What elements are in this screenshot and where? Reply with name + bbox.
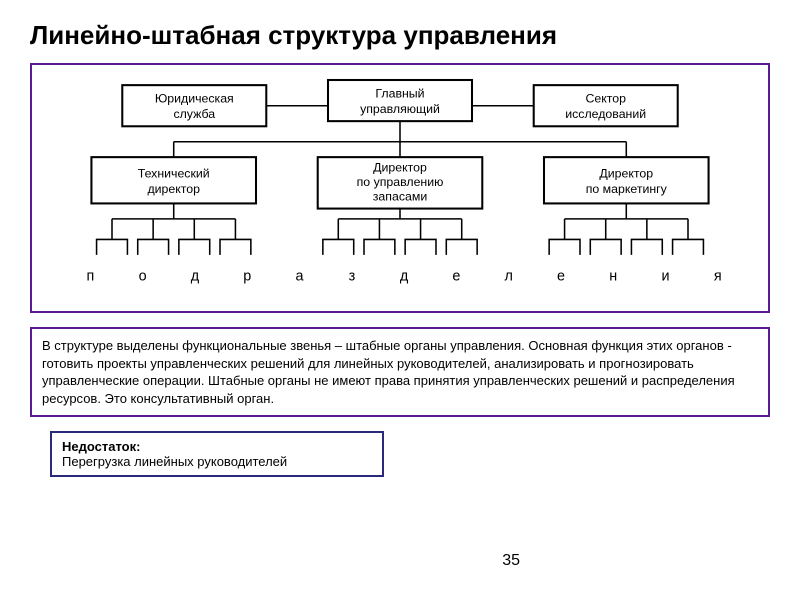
node-research-l2: исследований: [565, 107, 646, 121]
bottom-letter: з: [349, 269, 358, 285]
drawback-box: Недостаток: Перегрузка линейных руководи…: [50, 431, 384, 477]
node-tech-l1: Технический: [138, 167, 210, 181]
node-stock-l3: запасами: [373, 189, 428, 203]
org-svg: Юридическая служба Главный управляющий С…: [40, 73, 760, 303]
node-research-l1: Сектор: [585, 92, 626, 106]
node-stock-l1: Директор: [373, 161, 427, 175]
bottom-letter: п: [86, 269, 96, 285]
bottom-letter: е: [452, 269, 462, 285]
subs-center: [323, 209, 477, 255]
node-tech-l2: директор: [147, 182, 200, 196]
bottom-letter: д: [191, 269, 201, 285]
description-box: В структуре выделены функциональные звен…: [30, 327, 770, 417]
org-diagram: Юридическая служба Главный управляющий С…: [30, 63, 770, 313]
bottom-letter: р: [243, 269, 253, 285]
subs-left: [97, 203, 251, 254]
bottom-letter: д: [400, 269, 410, 285]
bottom-letter: и: [662, 269, 672, 285]
bottom-letter: а: [296, 269, 306, 285]
node-chief-l2: управляющий: [360, 102, 440, 116]
page-title: Линейно-штабная структура управления: [30, 20, 770, 51]
drawback-label: Недостаток:: [62, 439, 140, 454]
node-marketing-l1: Директор: [599, 167, 653, 181]
bottom-letter: е: [557, 269, 567, 285]
bottom-word: подразделения: [86, 269, 723, 285]
bottom-letter: о: [139, 269, 149, 285]
node-chief-l1: Главный: [375, 86, 424, 100]
drawback-text: Перегрузка линейных руководителей: [62, 454, 287, 469]
bottom-letter: л: [505, 269, 515, 285]
bottom-letter: н: [609, 269, 619, 285]
page-number: 35: [502, 552, 520, 570]
node-legal-l1: Юридическая: [155, 92, 234, 106]
bottom-letter: я: [714, 269, 724, 285]
subs-right: [549, 203, 703, 254]
node-legal-l2: служба: [173, 107, 215, 121]
node-marketing-l2: по маркетингу: [586, 182, 668, 196]
node-stock-l2: по управлению: [357, 175, 444, 189]
